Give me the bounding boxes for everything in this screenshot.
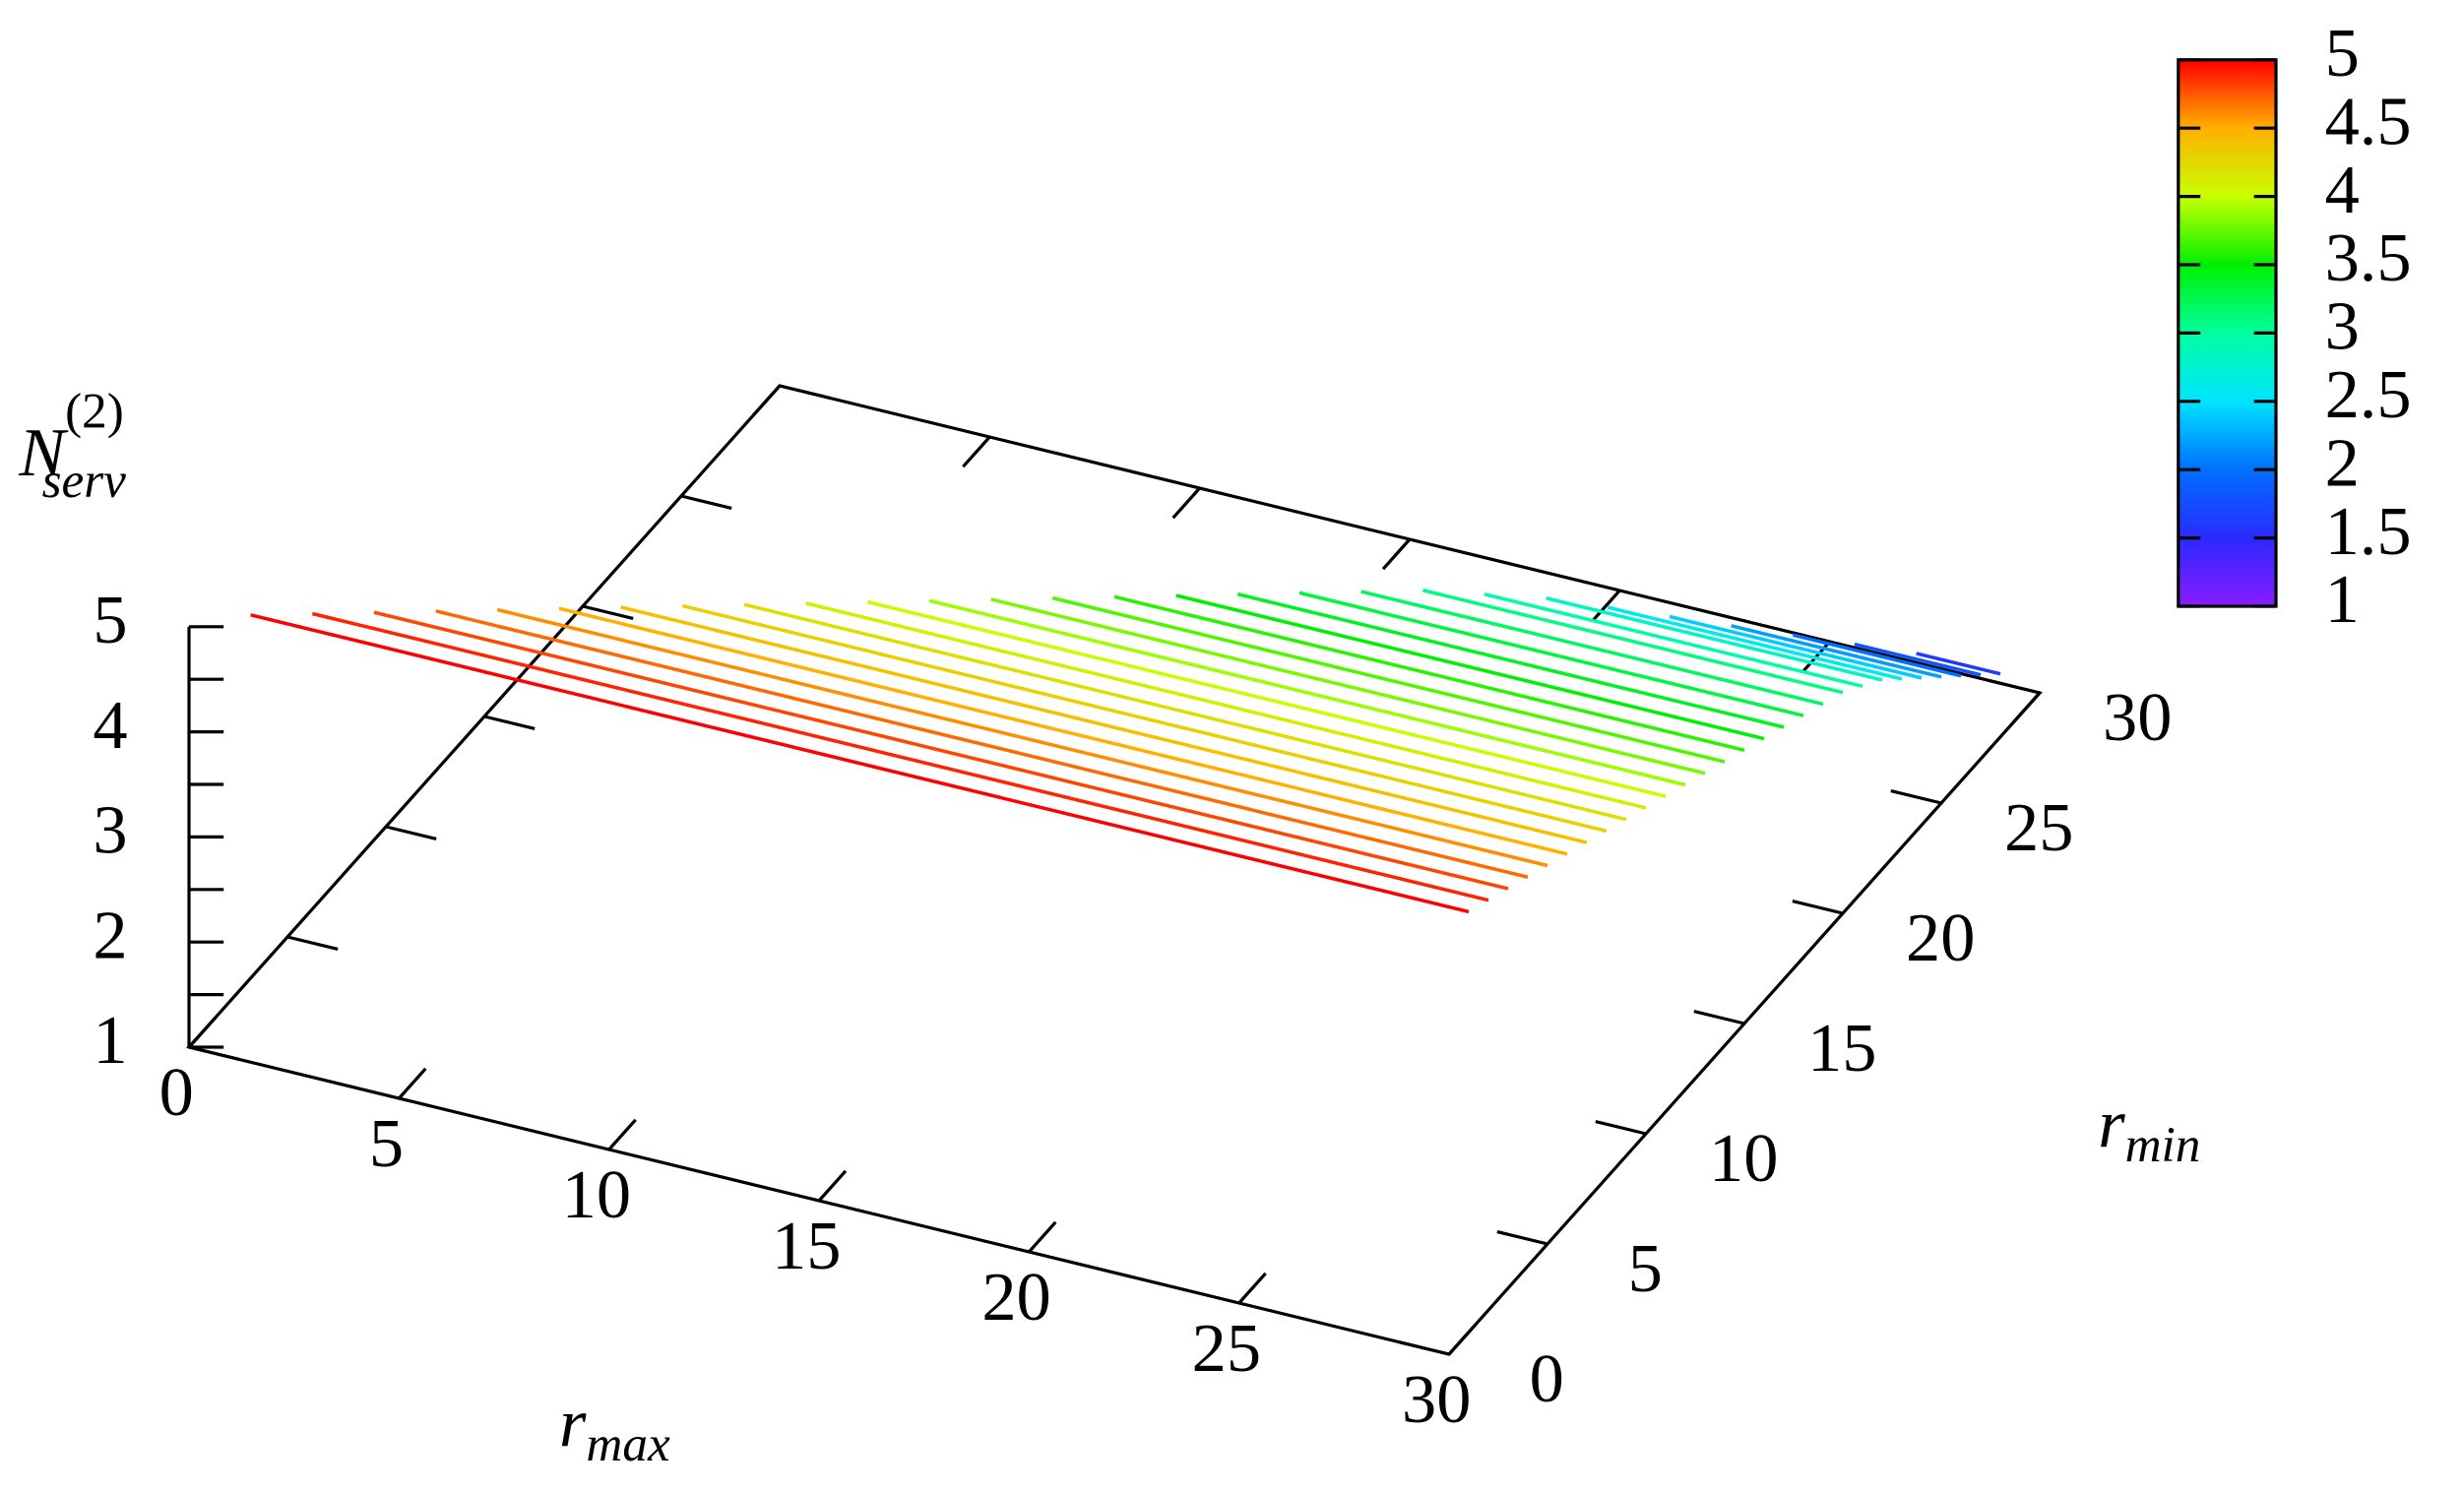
data-line [620, 605, 1588, 844]
x-tick [1237, 1272, 1267, 1305]
y-tick [582, 604, 634, 621]
colorbar-tick-label: 4 [2325, 152, 2360, 228]
y-tick [1693, 1009, 1745, 1026]
x-tick-label: 20 [981, 1259, 1050, 1336]
x-tick [962, 435, 991, 468]
data-line [558, 606, 1568, 856]
y-tick [483, 715, 536, 731]
data-line [1236, 591, 1785, 729]
x-tick [2011, 691, 2042, 724]
y-tick [680, 494, 732, 511]
data-line [250, 613, 1470, 914]
y-tick-label: 30 [2103, 679, 2172, 756]
z-tick-label: 2 [93, 897, 127, 973]
data-line [990, 597, 1706, 776]
colorbar-tick-label: 5 [2325, 15, 2360, 92]
y-tick [286, 935, 339, 952]
y-tick-label: 10 [1709, 1120, 1778, 1197]
x-label-sub: max [586, 1416, 670, 1472]
colorbar-tick-label: 2 [2325, 424, 2360, 501]
y-tick-label: 25 [2004, 789, 2073, 866]
colorbar-tick-label: 4.5 [2325, 83, 2412, 159]
colorbar-tick-label: 3 [2325, 288, 2360, 365]
y-tick [1890, 788, 1942, 805]
data-line [681, 603, 1608, 834]
data-line [1298, 591, 1804, 717]
x-tick [1028, 1220, 1057, 1254]
x-tick [751, 384, 782, 417]
y-axis-label: rmin [2098, 1086, 2200, 1173]
y-label-sub: min [2125, 1117, 2201, 1173]
data-line [1607, 605, 1903, 681]
data-line [1731, 624, 1942, 679]
z-tick-label: 3 [93, 792, 127, 869]
y-tick-label: 20 [1906, 900, 1975, 976]
colorbar-tick-label: 1.5 [2325, 493, 2412, 570]
x-tick [817, 1169, 848, 1203]
x-tick [1171, 486, 1201, 520]
y-tick [188, 1045, 240, 1062]
base-plane [186, 384, 2043, 1356]
data-line [1175, 593, 1765, 741]
data-line [373, 610, 1509, 891]
data-line [866, 599, 1667, 798]
x-tick-label: 15 [772, 1208, 841, 1284]
y-tick [1989, 678, 2041, 695]
data-line [1360, 590, 1824, 707]
data-line [1422, 589, 1844, 695]
x-label-main: r [559, 1385, 587, 1461]
y-tick-label: 5 [1628, 1230, 1663, 1307]
x-tick-label: 5 [369, 1105, 404, 1182]
data-line [435, 609, 1529, 879]
y-tick [1496, 1229, 1548, 1246]
data-line [1113, 594, 1745, 753]
x-tick [1592, 589, 1621, 622]
data-line [311, 611, 1489, 902]
colorbar-tick-label: 1 [2325, 561, 2360, 638]
z-tick-label: 4 [93, 687, 127, 764]
y-tick [1792, 899, 1844, 915]
y-tick [779, 384, 831, 401]
colorbar-tick-label: 3.5 [2325, 219, 2412, 296]
data-line [1916, 652, 2001, 676]
data-line [743, 602, 1627, 822]
x-tick-label: 30 [1402, 1361, 1471, 1438]
data-line [1051, 595, 1726, 764]
x-axis-label: rmax [559, 1385, 670, 1472]
data-line [805, 601, 1647, 810]
x-tick [607, 1118, 637, 1151]
x-tick [1381, 537, 1412, 571]
y-tick-label: 0 [1530, 1340, 1564, 1417]
y-tick [1595, 1119, 1647, 1136]
z-label-sub: serv [42, 453, 127, 509]
data-line [1854, 642, 1982, 677]
data-line [1484, 592, 1864, 689]
z-label-sup: (2) [65, 383, 124, 439]
data-line [1792, 633, 1962, 678]
x-tick-label: 0 [159, 1054, 194, 1131]
colorbar-tick-label: 2.5 [2325, 356, 2412, 433]
y-label-main: r [2098, 1086, 2125, 1162]
x-tick [187, 1016, 218, 1049]
data-line [1546, 596, 1883, 682]
x-tick [398, 1067, 427, 1100]
x-tick [1447, 1323, 1478, 1356]
y-tick [385, 825, 437, 841]
data-line [496, 607, 1548, 868]
z-tick-label: 1 [93, 1002, 127, 1079]
data-line [928, 598, 1686, 787]
y-tick-label: 15 [1807, 1010, 1876, 1087]
z-label-main: N [18, 414, 69, 491]
z-axis-label: N(2) serv [18, 383, 126, 508]
data-line [1669, 614, 1923, 680]
x-tick-label: 25 [1192, 1310, 1261, 1387]
y-tick [1398, 1339, 1450, 1356]
x-tick-label: 10 [562, 1156, 631, 1233]
z-tick-label: 5 [93, 582, 127, 658]
